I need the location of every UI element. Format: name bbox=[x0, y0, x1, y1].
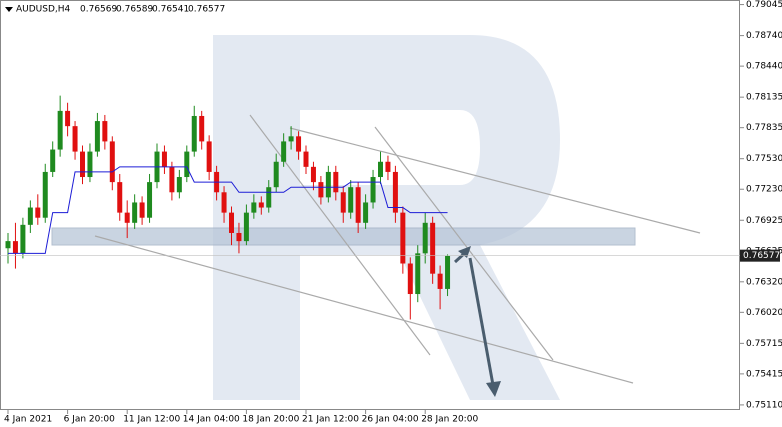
plot-area bbox=[5, 95, 451, 320]
symbol: AUDUSD,H4 bbox=[16, 5, 71, 15]
y-tick-label: 0.76320 bbox=[746, 277, 782, 287]
forecast-arrow bbox=[453, 246, 501, 397]
candle-body bbox=[199, 115, 205, 142]
candle-body bbox=[243, 212, 249, 242]
candle-body bbox=[27, 207, 33, 225]
candle-body bbox=[191, 115, 197, 152]
candle-body bbox=[184, 151, 190, 178]
trend-lines bbox=[94, 114, 701, 384]
x-tick-label: 11 Jan 12:00 bbox=[123, 415, 180, 425]
kijun-line bbox=[8, 166, 448, 254]
candle-body bbox=[169, 166, 175, 193]
watermark bbox=[213, 35, 560, 400]
candle-body bbox=[206, 141, 212, 172]
candle-body bbox=[266, 187, 272, 208]
candle-body bbox=[437, 273, 443, 289]
y-tick-label: 0.75715 bbox=[746, 339, 782, 349]
candle-body bbox=[348, 187, 354, 213]
candle-body bbox=[94, 121, 100, 152]
candle-body bbox=[139, 202, 145, 218]
candle-body bbox=[132, 202, 138, 223]
candle-body bbox=[102, 121, 108, 142]
candle-body bbox=[392, 171, 398, 213]
x-tick-label: 6 Jan 20:00 bbox=[64, 415, 116, 425]
candle-body bbox=[117, 182, 123, 213]
candle-body bbox=[57, 110, 63, 150]
y-tick-label: 0.77230 bbox=[746, 185, 782, 195]
candle-body bbox=[281, 141, 287, 162]
candle-body bbox=[415, 253, 421, 295]
x-tick-label: 26 Jan 04:00 bbox=[362, 415, 419, 425]
candle-body bbox=[147, 182, 153, 218]
candle-body bbox=[20, 224, 26, 254]
y-tick-label: 0.78440 bbox=[746, 62, 782, 72]
candle-body bbox=[355, 187, 361, 223]
candle-body bbox=[35, 207, 41, 218]
candle-body bbox=[422, 222, 428, 254]
current-price-box bbox=[740, 249, 780, 262]
candle-body bbox=[400, 212, 406, 264]
candle-body bbox=[72, 126, 78, 152]
y-tick-label: 0.75110 bbox=[746, 400, 782, 410]
y-tick-label: 0.76925 bbox=[746, 216, 782, 226]
y-tick-label: 0.75415 bbox=[746, 369, 782, 379]
candle-body bbox=[340, 192, 346, 213]
header-value: 0.76569 bbox=[80, 5, 117, 15]
candle-body bbox=[303, 151, 309, 167]
candle-body bbox=[80, 151, 85, 178]
x-tick-label: 4 Jan 2021 bbox=[4, 415, 52, 425]
x-tick-label: 28 Jan 20:00 bbox=[421, 415, 478, 425]
candle-body bbox=[5, 241, 11, 249]
candle-body bbox=[333, 171, 339, 193]
y-tick-label: 0.77835 bbox=[746, 123, 782, 133]
candle-body bbox=[229, 212, 234, 233]
candle-body bbox=[161, 151, 167, 167]
candle-body bbox=[124, 212, 130, 223]
y-tick-label: 0.78740 bbox=[746, 31, 782, 41]
candle-body bbox=[370, 177, 376, 203]
header-value: 0.76577 bbox=[188, 5, 225, 15]
y-tick-label: 0.78135 bbox=[746, 93, 782, 103]
candle-body bbox=[310, 166, 316, 183]
candle-body bbox=[258, 202, 264, 208]
candle-body bbox=[176, 177, 182, 193]
y-tick-label: 0.77530 bbox=[746, 154, 782, 164]
x-tick-label: 14 Jan 04:00 bbox=[183, 415, 240, 425]
current-price-label: 0.76577 bbox=[743, 251, 780, 261]
candle-body bbox=[385, 161, 391, 172]
y-tick-label: 0.76020 bbox=[746, 308, 782, 318]
menu-triangle bbox=[5, 7, 13, 12]
candle-body bbox=[251, 202, 257, 213]
candle-body bbox=[430, 222, 436, 274]
candle-body bbox=[407, 263, 413, 295]
x-tick-label: 21 Jan 12:00 bbox=[302, 415, 359, 425]
header-value: 0.76589 bbox=[116, 5, 153, 15]
candle-body bbox=[273, 161, 279, 188]
candle-body bbox=[221, 192, 227, 213]
candle-body bbox=[50, 149, 56, 172]
header-value: 0.76541 bbox=[152, 5, 189, 15]
candle-body bbox=[109, 141, 115, 183]
candle-body bbox=[42, 171, 48, 218]
candle-body bbox=[288, 136, 294, 142]
x-tick-label: 18 Jan 20:00 bbox=[242, 415, 299, 425]
candle-body bbox=[296, 136, 302, 152]
candle-body bbox=[236, 232, 242, 242]
candle-body bbox=[325, 171, 331, 198]
candle-body bbox=[445, 255, 451, 289]
candle-body bbox=[363, 202, 369, 223]
candle-body bbox=[378, 161, 383, 178]
candle-body bbox=[12, 241, 18, 254]
support-zone bbox=[51, 227, 636, 246]
candle-body bbox=[318, 182, 324, 198]
candle-body bbox=[65, 110, 71, 127]
y-tick-label: 0.79045 bbox=[746, 0, 782, 10]
candle-body bbox=[87, 151, 93, 178]
